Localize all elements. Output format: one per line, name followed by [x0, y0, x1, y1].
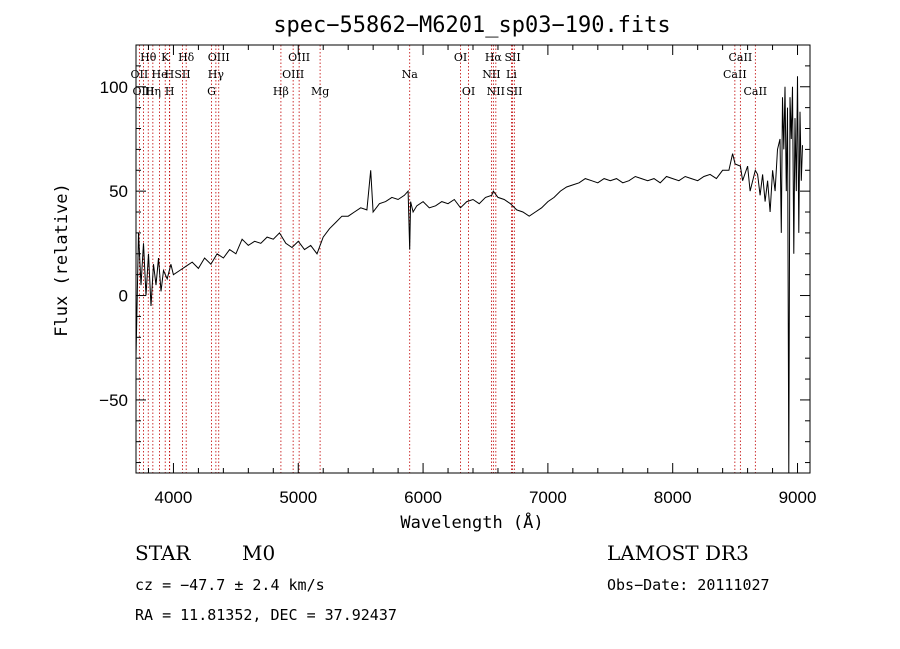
x-axis-ticks: 4000 5000 6000 7000 8000 9000 [147, 45, 817, 507]
spectral-line-label: SII [506, 85, 522, 98]
spectral-line-label: He [152, 68, 168, 81]
spectral-line-label: OIII [288, 51, 310, 64]
spectral-line-label: Hη [145, 85, 161, 98]
spectral-line-label: NII [487, 85, 505, 98]
y-axis-label: Flux (relative) [52, 183, 72, 337]
spectral-line-label: Li [506, 68, 517, 81]
plot-frame [135, 44, 811, 474]
coordinates-text: RA = 11.81352, DEC = 37.92437 [135, 606, 397, 624]
spectral-line-label: H [165, 85, 175, 98]
x-tick-label: 4000 [155, 488, 193, 507]
spectral-line-label: OI [462, 85, 475, 98]
spectral-line-markers [138, 45, 756, 473]
x-tick-label: 9000 [779, 488, 817, 507]
x-tick-label: 7000 [529, 488, 567, 507]
spectral-line-label: Hβ [273, 85, 289, 98]
spectral-line-label: G [207, 85, 216, 98]
y-axis-ticks: −50 0 50 100 [99, 65, 810, 464]
chart-title: spec−55862−M6201_sp03−190.fits [273, 13, 670, 38]
x-axis-label: Wavelength (Å) [400, 511, 543, 533]
x-tick-label: 5000 [279, 488, 317, 507]
spectral-line-label: K [161, 51, 170, 64]
y-tick-label: −50 [99, 391, 128, 410]
spectral-line-label: Hθ [140, 51, 157, 64]
redshift-text: cz = −47.7 ± 2.4 km/s [135, 576, 325, 594]
spectral-line-label: NII [482, 68, 500, 81]
spectral-line-label: H [165, 68, 175, 81]
spectral-line-label: Hγ [208, 68, 225, 81]
spectral-line-label: OII [131, 68, 149, 81]
y-tick-label: 0 [119, 287, 128, 306]
spectral-line-label: Hδ [178, 51, 195, 64]
spectral-line-label: Na [402, 68, 419, 81]
spectral-line-label: SII [504, 51, 520, 64]
obs-date: Obs−Date: 20111027 [607, 576, 770, 594]
spectral-line-label: CaII [743, 85, 767, 98]
spectral-line-label: SII [174, 68, 190, 81]
spectral-line-label: OIII [132, 85, 154, 98]
spectral-line-label: OIII [282, 68, 304, 81]
spectral-line-label: Mg [311, 85, 329, 98]
spectral-line-label: OI [454, 51, 467, 64]
spectrum-line [135, 76, 803, 474]
x-tick-label: 8000 [654, 488, 692, 507]
object-class: STAR [135, 541, 191, 565]
spectral-line-label: CaII [723, 68, 747, 81]
object-subclass: M0 [242, 541, 275, 565]
spectral-line-label: CaII [729, 51, 753, 64]
y-tick-label: 100 [100, 78, 128, 97]
x-tick-label: 6000 [404, 488, 442, 507]
spectral-line-label: OIII [208, 51, 230, 64]
survey-name: LAMOST DR3 [607, 541, 749, 565]
spectral-line-label: Hα [485, 51, 503, 64]
y-tick-label: 50 [109, 182, 128, 201]
